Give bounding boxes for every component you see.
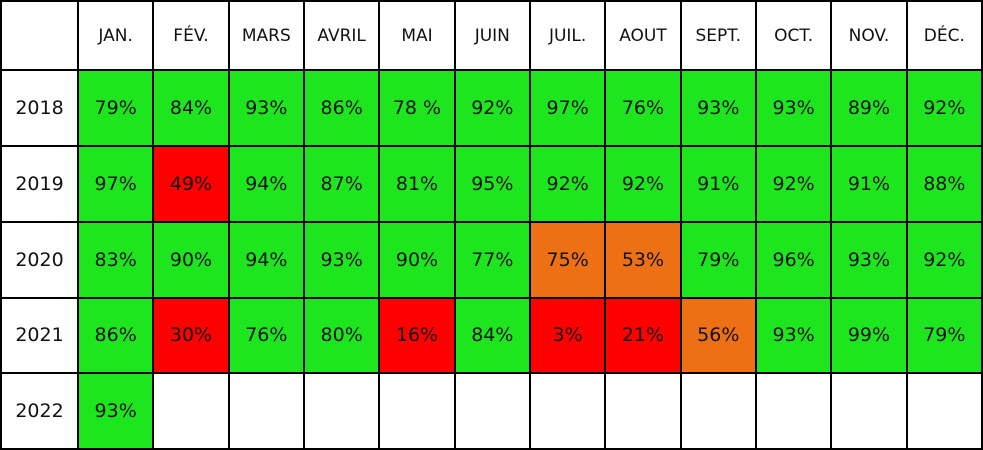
value-cell: 88% bbox=[905, 145, 983, 223]
value-cell: 53% bbox=[604, 220, 682, 299]
value-cell: 75% bbox=[528, 220, 607, 299]
month-header: FÉV. bbox=[152, 0, 230, 72]
value-cell: 90% bbox=[152, 220, 230, 299]
year-row: 2022 93% bbox=[0, 372, 983, 450]
value-cell: 92% bbox=[754, 145, 833, 223]
value-cell: 86% bbox=[302, 69, 381, 148]
value-cell: 92% bbox=[453, 69, 531, 148]
value-cell: 93% bbox=[679, 69, 757, 148]
value-cell: 3% bbox=[528, 296, 607, 375]
empty-cell bbox=[528, 372, 607, 450]
corner-cell bbox=[0, 0, 79, 72]
value-cell: 93% bbox=[754, 69, 833, 148]
value-cell: 93% bbox=[830, 220, 908, 299]
month-header: NOV. bbox=[830, 0, 908, 72]
month-header: OCT. bbox=[754, 0, 833, 72]
year-row: 2019 97% 49% 94% 87% 81% 95% 92% 92% 91% 92% 91% 88% bbox=[0, 145, 983, 223]
year-row: 2021 86% 30% 76% 80% 16% 84% 3% 21% 56% 93% 99% 79% bbox=[0, 296, 983, 375]
month-header: AVRIL bbox=[302, 0, 381, 72]
value-cell: 86% bbox=[76, 296, 155, 375]
value-cell: 93% bbox=[76, 372, 155, 450]
value-cell: 81% bbox=[378, 145, 456, 223]
year-label: 2021 bbox=[0, 296, 79, 375]
value-cell: 56% bbox=[679, 296, 757, 375]
year-label: 2022 bbox=[0, 372, 79, 450]
value-cell: 90% bbox=[378, 220, 456, 299]
month-header: MAI bbox=[378, 0, 456, 72]
month-header: MARS bbox=[227, 0, 305, 72]
value-cell: 91% bbox=[679, 145, 757, 223]
value-cell: 49% bbox=[152, 145, 230, 223]
value-cell: 99% bbox=[830, 296, 908, 375]
empty-cell bbox=[905, 372, 983, 450]
value-cell: 16% bbox=[378, 296, 456, 375]
value-cell: 30% bbox=[152, 296, 230, 375]
value-cell: 76% bbox=[604, 69, 682, 148]
month-header: SEPT. bbox=[679, 0, 757, 72]
value-cell: 97% bbox=[528, 69, 607, 148]
empty-cell bbox=[604, 372, 682, 450]
empty-cell bbox=[679, 372, 757, 450]
month-header: AOUT bbox=[604, 0, 682, 72]
value-cell: 92% bbox=[604, 145, 682, 223]
month-header: JUIL. bbox=[528, 0, 607, 72]
year-row: 2018 79% 84% 93% 86% 78 % 92% 97% 76% 93% 93% 89% 92… bbox=[0, 69, 983, 148]
value-cell: 87% bbox=[302, 145, 381, 223]
value-cell: 94% bbox=[227, 145, 305, 223]
value-cell: 92% bbox=[528, 145, 607, 223]
year-label: 2019 bbox=[0, 145, 79, 223]
value-cell: 77% bbox=[453, 220, 531, 299]
year-label: 2018 bbox=[0, 69, 79, 148]
value-cell: 79% bbox=[905, 296, 983, 375]
value-cell: 78 % bbox=[378, 69, 456, 148]
value-cell: 76% bbox=[227, 296, 305, 375]
empty-cell bbox=[152, 372, 230, 450]
value-cell: 83% bbox=[76, 220, 155, 299]
empty-cell bbox=[830, 372, 908, 450]
month-header: JAN. bbox=[76, 0, 155, 72]
header-row: JAN. FÉV. MARS AVRIL MAI JUIN JUIL. AOUT SEPT. OC… bbox=[0, 0, 983, 72]
value-cell: 97% bbox=[76, 145, 155, 223]
value-cell: 91% bbox=[830, 145, 908, 223]
value-cell: 21% bbox=[604, 296, 682, 375]
empty-cell bbox=[227, 372, 305, 450]
value-cell: 93% bbox=[227, 69, 305, 148]
value-cell: 96% bbox=[754, 220, 833, 299]
value-cell: 93% bbox=[302, 220, 381, 299]
value-cell: 79% bbox=[76, 69, 155, 148]
value-cell: 95% bbox=[453, 145, 531, 223]
value-cell: 80% bbox=[302, 296, 381, 375]
value-cell: 84% bbox=[453, 296, 531, 375]
year-label: 2020 bbox=[0, 220, 79, 299]
value-cell: 84% bbox=[152, 69, 230, 148]
value-cell: 79% bbox=[679, 220, 757, 299]
value-cell: 92% bbox=[905, 69, 983, 148]
empty-cell bbox=[302, 372, 381, 450]
month-header: JUIN bbox=[453, 0, 531, 72]
empty-cell bbox=[754, 372, 833, 450]
month-header: DÉC. bbox=[905, 0, 983, 72]
value-cell: 94% bbox=[227, 220, 305, 299]
year-row: 2020 83% 90% 94% 93% 90% 77% 75% 53% 79% 96% 93% 92% bbox=[0, 220, 983, 299]
value-cell: 92% bbox=[905, 220, 983, 299]
empty-cell bbox=[378, 372, 456, 450]
empty-cell bbox=[453, 372, 531, 450]
value-cell: 93% bbox=[754, 296, 833, 375]
value-cell: 89% bbox=[830, 69, 908, 148]
